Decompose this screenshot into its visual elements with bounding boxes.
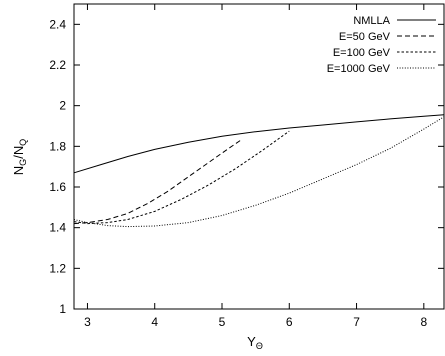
y-tick-label: 1.8 [49, 139, 66, 153]
x-tick-label: 3 [84, 315, 91, 329]
y-axis-title-main: N [11, 166, 26, 175]
legend-label: NMLLA [353, 15, 390, 27]
series-line-3 [73, 116, 445, 228]
y-tick-label: 2.4 [49, 17, 66, 31]
y-axis-title: NG/NQ [11, 139, 28, 175]
x-axis-title-main: Y [247, 334, 256, 349]
x-tick-label: 4 [151, 315, 158, 329]
x-axis-title: YΘ [247, 334, 263, 351]
y-tick-label: 2.2 [49, 58, 66, 72]
series-line-2 [73, 130, 290, 225]
legend-label: E=1000 GeV [327, 63, 391, 75]
y-axis-title-sep: /N [11, 146, 26, 159]
series-line-1 [73, 138, 243, 225]
y-axis-title-sub1: G [18, 159, 28, 166]
legend-label: E=100 GeV [333, 47, 391, 59]
y-axis-title-sub2: Q [18, 139, 28, 146]
legend: NMLLA E=50 GeV E=100 GeV E=1000 GeV [327, 15, 436, 75]
series-layer [73, 114, 445, 228]
plot-frame [73, 3, 445, 310]
x-tick-label: 5 [219, 315, 226, 329]
legend-label: E=50 GeV [339, 31, 391, 43]
y-tick-label: 2 [59, 99, 66, 113]
x-tick-label: 7 [353, 315, 360, 329]
x-axis-title-sub: Θ [256, 341, 263, 351]
x-tick-label: 6 [286, 315, 293, 329]
y-tick-label: 1 [59, 302, 66, 316]
y-tick-label: 1.4 [49, 221, 66, 235]
x-tick-label: 8 [420, 315, 427, 329]
series-line-0 [73, 114, 445, 174]
y-tick-label: 1.2 [49, 261, 66, 275]
y-tick-label: 1.6 [49, 180, 66, 194]
ticks-layer: 3 4 5 6 7 8 1 1.2 1.4 1.6 1.8 2 2.2 2.4 [49, 4, 444, 329]
